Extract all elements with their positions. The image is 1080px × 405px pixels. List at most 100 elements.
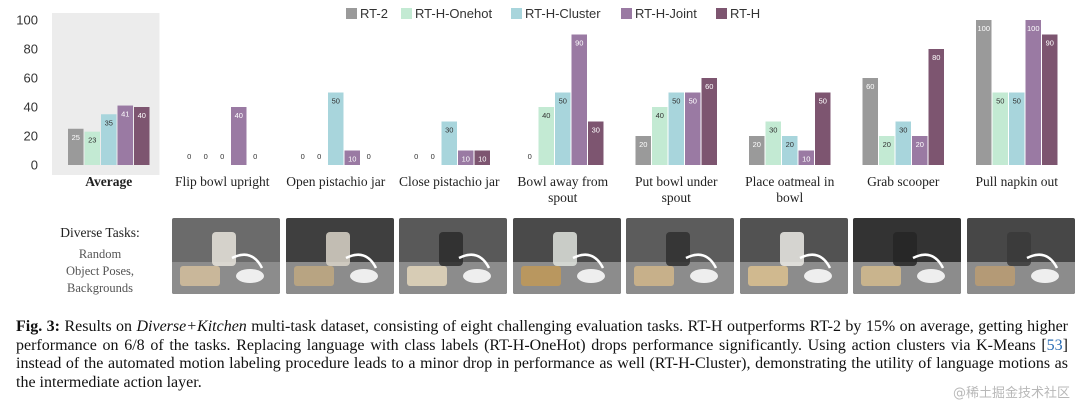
bar-value-label: 50 [332, 97, 340, 106]
bar-value-label: 30 [445, 126, 453, 135]
x-category-label-line: Pull napkin out [975, 174, 1058, 189]
y-tick-label: 80 [24, 42, 38, 57]
bar-value-label: 40 [235, 111, 243, 120]
legend-swatch [401, 8, 412, 19]
bar-value-label: 20 [639, 140, 647, 149]
bar-value-label: 35 [105, 118, 113, 127]
bar [928, 49, 944, 165]
bar-value-label: 30 [769, 126, 777, 135]
bar-value-label: 0 [220, 152, 224, 161]
bar [879, 136, 895, 165]
bar-value-label: 90 [575, 39, 583, 48]
bar [328, 92, 344, 165]
tasks-row-subtitle-line: Object Poses, [65, 264, 135, 278]
legend-label: RT-H-Joint [635, 6, 697, 21]
bar [1042, 34, 1058, 165]
legend-label: RT-H-Cluster [525, 6, 601, 21]
bar-value-label: 0 [528, 152, 532, 161]
bar [458, 150, 474, 165]
bar [685, 92, 701, 165]
x-category-label: Close pistachio jar [393, 174, 505, 190]
bar [571, 34, 587, 165]
bar [635, 136, 651, 165]
bar [231, 107, 247, 165]
x-category-label-line: Grab scooper [867, 174, 940, 189]
bar-value-label: 100 [1027, 24, 1040, 33]
x-category-label-line: spout [548, 190, 578, 205]
bar [798, 150, 814, 165]
bar [668, 92, 684, 165]
bar [134, 107, 150, 165]
figure-caption: Fig. 3: Results on Diverse+Kitchen multi… [16, 318, 1068, 392]
caption-dataset-name: Diverse+Kitchen [136, 318, 247, 335]
caption-text-2: multi-task dataset, consisting of eight … [16, 318, 1069, 354]
x-category-label-line: Place oatmeal in [745, 174, 835, 189]
bar-value-label: 10 [478, 155, 486, 164]
x-category-label-line: Bowl away from [517, 174, 609, 189]
x-category-label-line: Close pistachio jar [399, 174, 500, 189]
bar-value-label: 50 [819, 97, 827, 106]
bar [68, 128, 84, 165]
bar-value-label: 10 [802, 155, 810, 164]
tasks-row-title: Diverse Tasks: [60, 225, 140, 240]
x-category-label: Pull napkin out [961, 174, 1073, 190]
bar [701, 78, 717, 165]
caption-reference-link[interactable]: 53 [1046, 336, 1063, 354]
bar [474, 150, 490, 165]
bar-value-label: 0 [414, 152, 418, 161]
x-category-label-line: Put bowl under [635, 174, 718, 189]
bar-value-label: 0 [317, 152, 321, 161]
task-photo [399, 218, 508, 294]
bar-value-label: 30 [899, 126, 907, 135]
bar [84, 131, 100, 165]
legend-swatch [511, 8, 522, 19]
bar-value-label: 60 [705, 82, 713, 91]
bar-value-label: 50 [996, 97, 1004, 106]
task-photo [739, 218, 848, 294]
y-tick-label: 20 [24, 129, 38, 144]
bar-value-label: 100 [977, 24, 990, 33]
x-category-label: Flip bowl upright [166, 174, 278, 190]
bar-value-label: 40 [656, 111, 664, 120]
x-category-label: Place oatmeal in bowl [734, 174, 846, 206]
bar [749, 136, 765, 165]
tasks-row-subtitle: Random Object Poses, Backgrounds [40, 246, 160, 297]
bar-value-label: 23 [88, 136, 96, 145]
legend-swatch [621, 8, 632, 19]
x-category-label: Bowl away from spout [507, 174, 619, 206]
x-category-label: Grab scooper [847, 174, 959, 190]
bar-value-label: 0 [253, 152, 257, 161]
bar-value-label: 10 [462, 155, 470, 164]
legend-label: RT-H [730, 6, 760, 21]
x-category-label: Open pistachio jar [280, 174, 392, 190]
task-photo [512, 218, 621, 294]
bar-value-label: 20 [916, 140, 924, 149]
legend-swatch [716, 8, 727, 19]
bar-value-label: 25 [72, 133, 80, 142]
legend-label: RT-2 [360, 6, 388, 21]
task-photo [172, 218, 281, 294]
legend-label: RT-H-Onehot [415, 6, 492, 21]
x-category-label-line: bowl [776, 190, 804, 205]
task-photo [626, 218, 735, 294]
bar [555, 92, 571, 165]
bar [782, 136, 798, 165]
bar [344, 150, 360, 165]
bar [862, 78, 878, 165]
bar-value-label: 40 [542, 111, 550, 120]
task-photo [966, 218, 1075, 294]
task-photo [285, 218, 394, 294]
bar [765, 121, 781, 165]
bar [588, 121, 604, 165]
bar [992, 92, 1008, 165]
bar [441, 121, 457, 165]
bar [815, 92, 831, 165]
tasks-row-subtitle-line: Random [78, 247, 122, 261]
y-tick-label: 40 [24, 100, 38, 115]
bar [538, 107, 554, 165]
bar [912, 136, 928, 165]
y-tick-label: 100 [16, 13, 38, 28]
legend-swatch [346, 8, 357, 19]
